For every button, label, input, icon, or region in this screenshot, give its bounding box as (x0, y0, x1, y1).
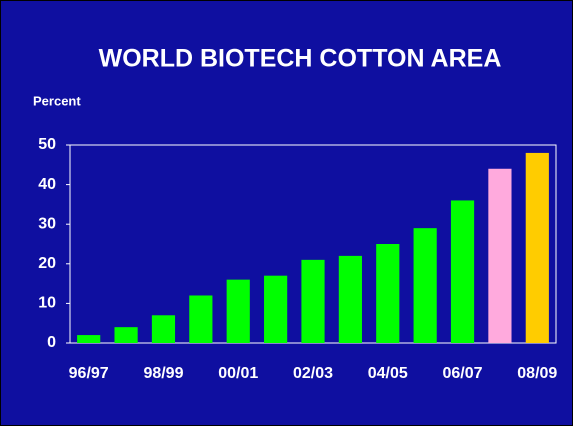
y-tick-label: 30 (38, 215, 56, 232)
bar (226, 279, 250, 343)
x-tick-label: 02/03 (293, 365, 333, 382)
bar (338, 255, 362, 343)
bar (151, 315, 176, 343)
y-axis-label: Percent (33, 93, 81, 108)
bar (450, 200, 475, 343)
x-tick-label: 08/09 (517, 365, 557, 382)
bar (264, 275, 288, 343)
bar (77, 335, 101, 343)
y-tick-label: 20 (38, 255, 56, 272)
bar (413, 228, 437, 343)
bar (301, 259, 325, 343)
bar (114, 327, 138, 343)
bar (488, 168, 512, 343)
y-tick-label: 50 (38, 136, 56, 153)
bar (376, 244, 400, 343)
y-tick-label: 0 (47, 334, 56, 351)
x-tick-label: 96/97 (69, 365, 109, 382)
x-tick-label: 06/07 (443, 365, 483, 382)
x-tick-label: 00/01 (218, 365, 258, 382)
chart-title: WORLD BIOTECH COTTON AREA (99, 45, 502, 73)
bar (525, 152, 549, 343)
x-tick-label: 98/99 (143, 365, 183, 382)
x-tick-label: 04/05 (368, 365, 408, 382)
bar (189, 295, 213, 343)
y-tick-label: 40 (38, 176, 56, 193)
y-tick-label: 10 (38, 295, 56, 312)
